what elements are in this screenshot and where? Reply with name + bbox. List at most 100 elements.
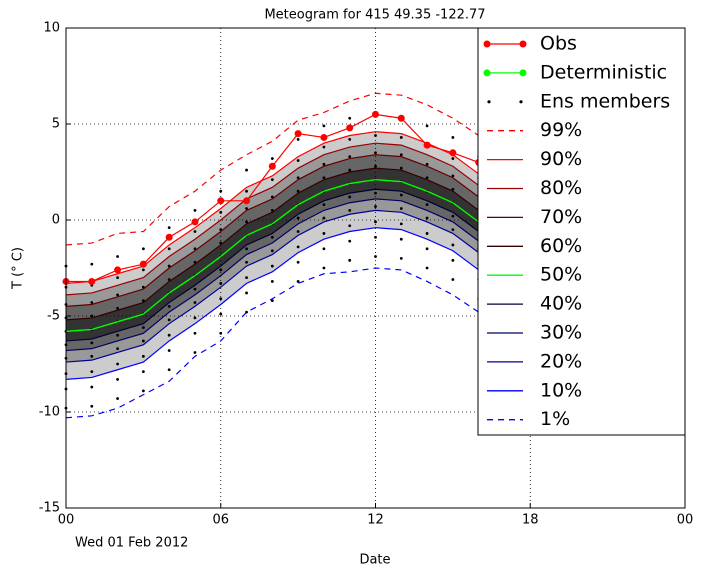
ens-member [193,351,197,354]
ens-member [399,257,403,260]
x-tick-label: 06 [212,513,229,528]
ens-member [425,162,429,166]
ens-member [193,230,197,233]
x-axis-label: Date [359,553,390,568]
chart-title: Meteogram for 415 49.35 -122.77 [264,8,485,23]
ens-member [296,230,300,233]
ens-member [399,237,403,241]
ens-member [348,116,352,120]
ens-member [90,370,94,374]
obs-marker [243,197,251,205]
ens-member [451,136,455,139]
series-line [65,142,480,296]
legend-label: 60% [540,235,582,257]
date-label: Wed 01 Feb 2012 [75,536,188,551]
ens-member [245,291,248,295]
legend-swatch [487,100,491,104]
obs-marker [268,162,276,170]
ens-member [451,214,455,218]
legend-label: 30% [540,322,582,344]
ens-member [296,159,300,162]
ens-member [348,137,352,141]
ens-member [167,349,171,352]
ens-member [270,178,274,182]
legend-swatch [519,40,527,48]
legend-label: 80% [540,177,582,199]
ens-member [90,301,94,304]
legend-label: Obs [540,33,577,55]
y-tick-label: -10 [39,405,60,420]
legend-label: Ens members [540,90,670,112]
ens-member [374,220,377,224]
y-tick-label: -5 [47,309,60,324]
legend-swatch [483,40,491,48]
legend-swatch [519,69,527,77]
ens-member [116,397,119,400]
ens-member [296,216,300,220]
ens-member [451,278,455,281]
ens-member [245,207,248,210]
series-line [65,92,480,246]
ens-member [322,176,326,180]
ens-member [374,235,377,239]
ens-member [322,203,326,207]
ens-member [167,333,171,337]
ens-member [141,339,145,343]
ens-member [374,164,377,168]
ens-member [90,341,94,345]
ens-member [399,136,403,139]
legend-label: 20% [540,350,582,372]
ens-member [116,333,119,337]
ens-member [451,187,455,191]
ens-member [219,281,223,285]
x-tick-label: 00 [58,513,75,528]
y-axis-label: T (° C) [11,247,26,290]
ens-member [219,297,223,301]
ens-member [141,354,145,358]
y-tick-label: 0 [52,213,60,228]
ens-member [270,280,274,283]
series-line [65,179,480,332]
obs-marker [88,277,96,285]
legend-box [477,27,686,436]
ens-member [348,155,352,159]
obs-marker [294,130,302,138]
ens-member [90,354,94,358]
series-line [65,227,480,380]
ens-member [141,326,145,329]
ens-member [399,166,403,170]
ens-member [322,266,326,270]
ens-member [374,134,377,137]
ens-member [193,287,197,291]
series-line [65,188,480,342]
ens-member [399,153,403,157]
ens-member [116,362,119,366]
ens-member [296,137,300,141]
x-tick-label: 12 [367,513,384,528]
ens-member [348,195,352,199]
ens-member [116,347,119,351]
ens-member [90,404,94,408]
ens-member [193,331,197,335]
ens-member [451,243,455,247]
y-tick-label: 5 [52,117,60,132]
ens-member [116,276,119,279]
ens-member [193,301,197,304]
ens-member [219,312,223,316]
series-line [65,131,480,284]
legend-label: 10% [540,379,582,401]
ens-member [167,264,171,268]
ens-member [322,247,326,251]
ens-member [425,232,429,235]
ens-member [245,247,248,251]
ens-member [425,203,429,207]
ens-member [245,220,248,224]
ens-member [270,249,274,253]
y-tick-label: -15 [39,501,60,516]
obs-marker [397,114,405,122]
ens-member [348,168,352,172]
ens-member [219,189,223,193]
ens-member [348,209,352,212]
ens-member [399,222,403,226]
ens-member [90,314,94,318]
